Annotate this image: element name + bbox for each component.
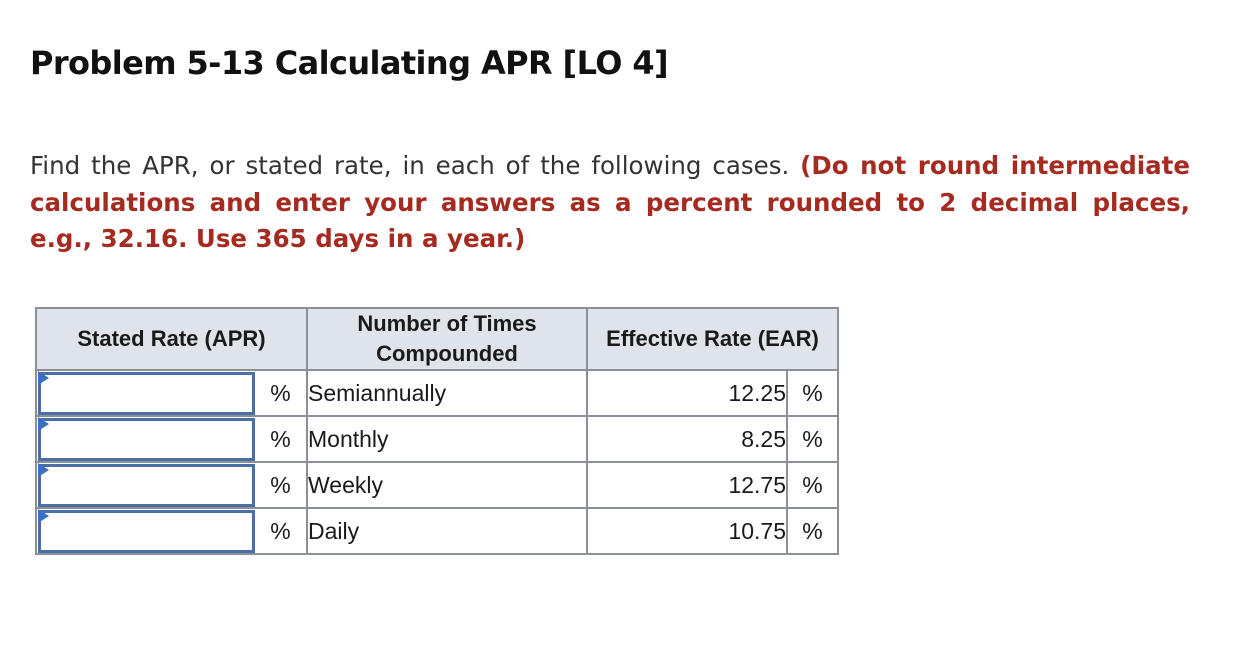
ear-percent-sign: % — [787, 508, 839, 555]
ear-value: 10.75 — [587, 508, 788, 555]
apr-percent-sign: % — [255, 416, 308, 463]
apr-percent-sign: % — [255, 370, 308, 417]
ear-value: 12.75 — [587, 462, 788, 509]
flag-icon — [38, 463, 49, 477]
problem-instructions: Find the APR, or stated rate, in each of… — [30, 148, 1190, 258]
apr-input-cell — [35, 416, 255, 463]
flag-icon — [38, 371, 49, 385]
table-header-row: Stated Rate (APR) Number of Times Compou… — [35, 307, 839, 371]
apr-percent-sign: % — [255, 462, 308, 509]
apr-input-cell — [35, 462, 255, 509]
table-row: % Semiannually 12.25 % — [35, 370, 839, 417]
ear-percent-sign: % — [787, 416, 839, 463]
apr-input-semiannually[interactable] — [38, 372, 255, 415]
apr-percent-sign: % — [255, 508, 308, 555]
apr-input-monthly[interactable] — [38, 418, 255, 461]
flag-icon — [38, 417, 49, 431]
compounding-frequency: Semiannually — [307, 370, 588, 417]
problem-title: Problem 5-13 Calculating APR [LO 4] — [30, 44, 669, 82]
header-compounded: Number of Times Compounded — [306, 307, 588, 371]
instruction-note: (Do not round intermediate calculations … — [30, 151, 1190, 253]
compounding-frequency: Weekly — [307, 462, 588, 509]
instruction-text: Find the APR, or stated rate, in each of… — [30, 151, 801, 180]
table-row: % Daily 10.75 % — [35, 508, 839, 555]
apr-table: Stated Rate (APR) Number of Times Compou… — [35, 307, 839, 555]
header-stated-rate: Stated Rate (APR) — [35, 307, 308, 371]
flag-icon — [38, 509, 49, 523]
apr-input-weekly[interactable] — [38, 464, 255, 507]
ear-percent-sign: % — [787, 462, 839, 509]
table-row: % Weekly 12.75 % — [35, 462, 839, 509]
ear-value: 12.25 — [587, 370, 788, 417]
header-effective-rate: Effective Rate (EAR) — [586, 307, 839, 371]
compounding-frequency: Daily — [307, 508, 588, 555]
apr-input-cell — [35, 370, 255, 417]
compounding-frequency: Monthly — [307, 416, 588, 463]
apr-input-cell — [35, 508, 255, 555]
apr-input-daily[interactable] — [38, 510, 255, 553]
ear-value: 8.25 — [587, 416, 788, 463]
ear-percent-sign: % — [787, 370, 839, 417]
table-row: % Monthly 8.25 % — [35, 416, 839, 463]
